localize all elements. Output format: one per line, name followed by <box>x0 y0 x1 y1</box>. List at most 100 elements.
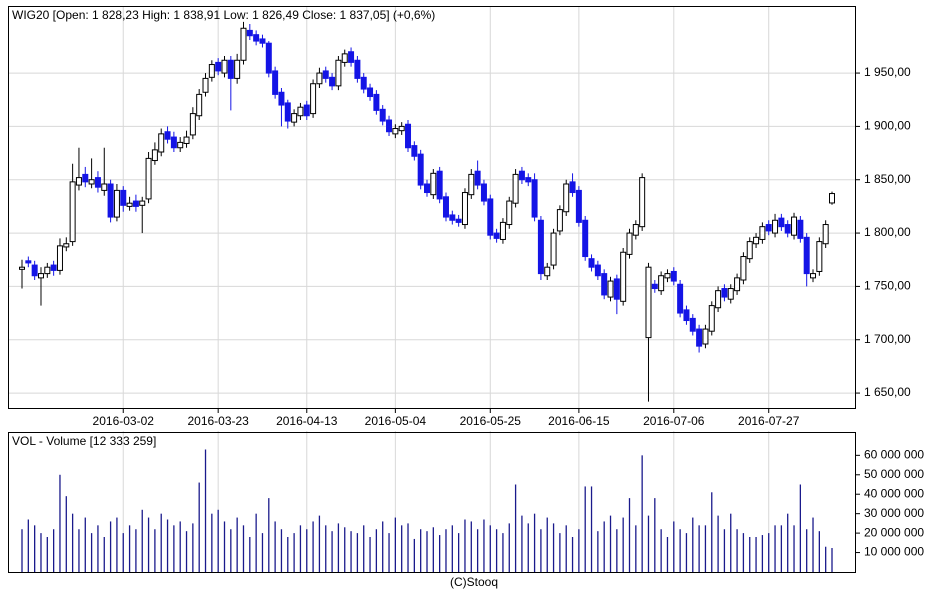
candle-body <box>708 305 715 332</box>
candle-body <box>715 290 722 309</box>
price-title: WIG20 [Open: 1 828,23 High: 1 838,91 Low… <box>12 8 435 22</box>
candle-body <box>753 236 760 245</box>
candle-body <box>474 170 481 186</box>
price-frame <box>8 6 856 409</box>
y-tick-label: 10 000 000 <box>864 545 924 559</box>
candle-body <box>499 221 506 240</box>
candle-body <box>632 224 639 236</box>
candle-body <box>772 219 779 234</box>
candle-body <box>246 29 253 37</box>
candle-body <box>215 61 222 72</box>
plot-layer: 2016-03-02 2016-03-23 2016-04-13 2016-05-04… <box>9 7 924 572</box>
candle-body <box>348 51 355 63</box>
candle-body <box>582 219 589 258</box>
candle-body <box>455 218 462 223</box>
candle-body <box>563 183 570 213</box>
candle-body <box>468 173 475 196</box>
candle-body <box>664 273 671 279</box>
candle-body <box>601 273 608 296</box>
candle-body <box>594 264 601 277</box>
y-tick-label: 1 950,00 <box>864 65 911 79</box>
candle-body <box>392 128 399 135</box>
candle-body <box>170 136 177 149</box>
candle-body <box>367 87 374 98</box>
candle-body <box>683 309 690 322</box>
candle-body <box>50 264 57 271</box>
candle-body <box>75 177 82 186</box>
footer: (C)Stooq <box>450 575 498 589</box>
candle-body <box>151 149 158 162</box>
candle-body <box>139 200 146 206</box>
x-tick-label: 2016-07-27 <box>738 414 800 428</box>
candle-body <box>253 34 260 42</box>
candle-body <box>113 189 120 218</box>
candle-body <box>101 183 108 191</box>
x-tick-label: 2016-04-13 <box>276 414 338 428</box>
candle-body <box>797 219 804 239</box>
candle-body <box>417 153 424 186</box>
candle-body <box>316 72 323 85</box>
candle-body <box>145 157 152 200</box>
y-tick-label: 1 800,00 <box>864 225 911 239</box>
candle-body <box>107 183 114 218</box>
candle-body <box>816 241 823 272</box>
candle-body <box>651 283 658 290</box>
candle-body <box>658 275 665 292</box>
y-tick-label: 1 900,00 <box>864 119 911 133</box>
candle-body <box>56 245 63 271</box>
candle-body <box>177 141 184 149</box>
candle-body <box>487 198 494 236</box>
candle-body <box>556 209 563 232</box>
candle-body <box>265 42 272 74</box>
candle-body <box>189 113 196 136</box>
candle-body <box>208 64 215 78</box>
candle-body <box>341 53 348 63</box>
candle-body <box>689 317 696 332</box>
candle-body <box>778 217 785 228</box>
candle-body <box>37 273 44 279</box>
candle-body <box>132 200 139 207</box>
y-tick-label: 1 750,00 <box>864 279 911 293</box>
candle-body <box>44 266 51 275</box>
candle-body <box>480 183 487 202</box>
candle-body <box>398 125 405 132</box>
candle-body <box>721 288 728 298</box>
candle-body <box>19 266 25 270</box>
candle-body <box>259 38 266 44</box>
candle-body <box>25 260 32 264</box>
candle-body <box>746 241 753 260</box>
candle-body <box>202 77 209 93</box>
candle-body <box>411 145 418 157</box>
candle-body <box>791 216 798 236</box>
candle-body <box>810 273 817 279</box>
candle-body <box>31 264 38 277</box>
y-tick-label: 40 000 000 <box>864 486 924 500</box>
candle-body <box>158 133 165 153</box>
candle-body <box>759 226 766 240</box>
candle-body <box>613 278 620 300</box>
candle-body <box>803 236 810 275</box>
candle-body <box>784 224 791 234</box>
candle-body <box>449 214 456 221</box>
x-tick-label: 2016-06-15 <box>548 414 610 428</box>
y-tick-label: 30 000 000 <box>864 506 924 520</box>
candle-body <box>272 70 279 95</box>
volume-frame <box>8 432 856 573</box>
candle-body <box>183 136 190 144</box>
candle-body <box>575 189 582 223</box>
y-tick-label: 60 000 000 <box>864 448 924 462</box>
candle-body <box>82 173 89 183</box>
candle-body <box>620 251 627 302</box>
candle-body <box>677 283 684 314</box>
candle-body <box>645 266 652 339</box>
candle-body <box>227 59 234 79</box>
volume-title: VOL - Volume [12 333 259] <box>12 434 156 448</box>
candle-body <box>822 224 829 245</box>
candle-body <box>126 202 133 207</box>
candle-body <box>164 131 171 140</box>
candle-body <box>63 243 70 248</box>
candle-body <box>506 200 513 226</box>
